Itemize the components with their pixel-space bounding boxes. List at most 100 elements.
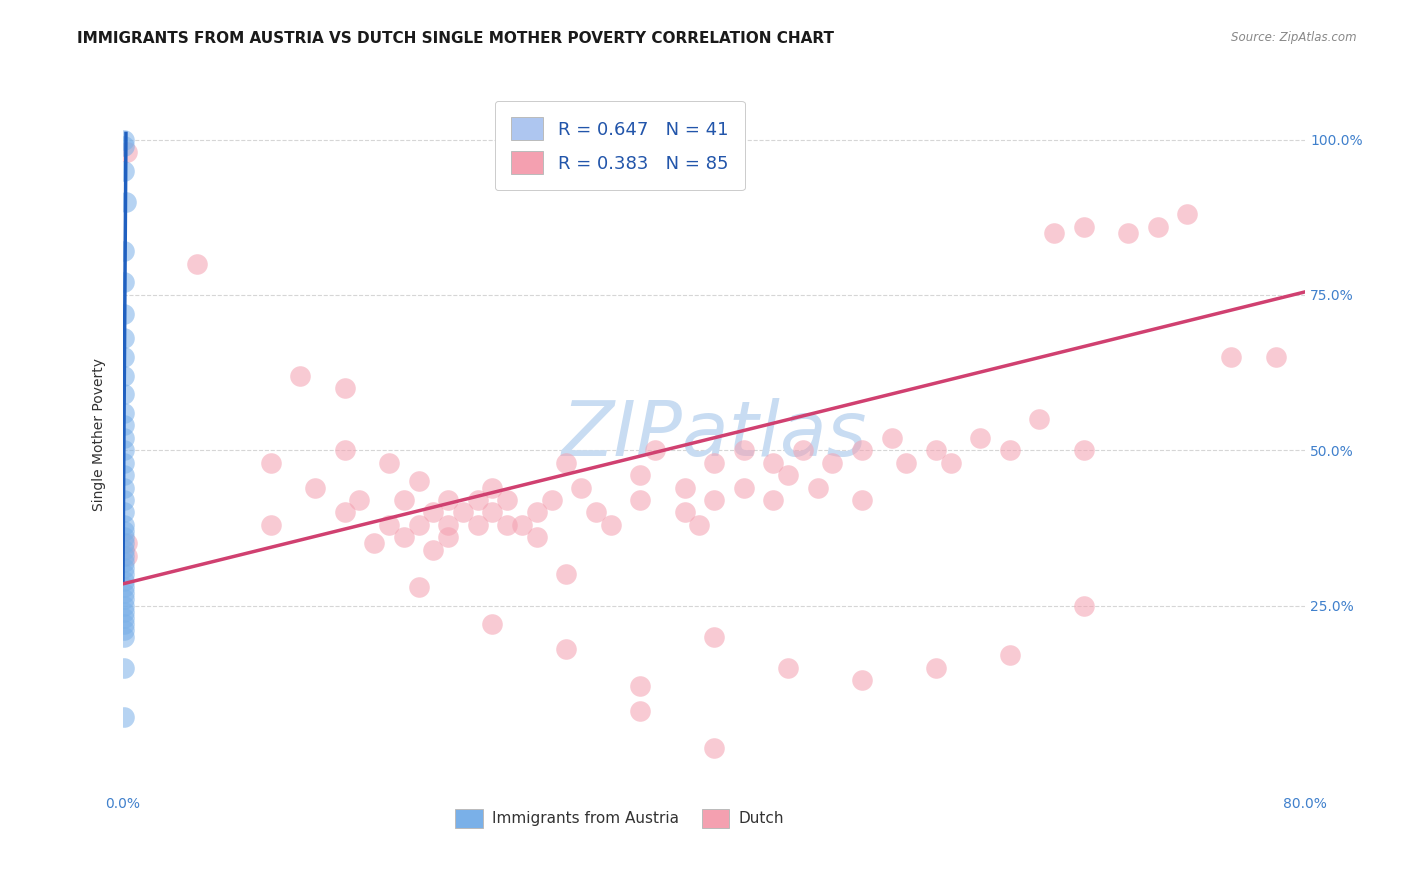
Point <box>481 481 503 495</box>
Point <box>114 492 136 507</box>
Point <box>778 661 800 675</box>
Point <box>349 492 371 507</box>
Point <box>851 443 873 458</box>
Point <box>408 475 430 489</box>
Point <box>1116 226 1139 240</box>
Point <box>408 580 430 594</box>
Point <box>114 524 136 538</box>
Point <box>117 549 139 563</box>
Point <box>1220 350 1243 364</box>
Point <box>114 132 136 146</box>
Point <box>1073 219 1095 234</box>
Point <box>114 561 136 575</box>
Point <box>392 492 415 507</box>
Text: Source: ZipAtlas.com: Source: ZipAtlas.com <box>1232 31 1357 45</box>
Text: ZIPatlas: ZIPatlas <box>561 398 868 472</box>
Point <box>114 350 136 364</box>
Point <box>1043 226 1066 240</box>
Point <box>114 138 136 153</box>
Point <box>114 517 136 532</box>
Point <box>114 599 136 613</box>
Point <box>186 257 208 271</box>
Point <box>114 624 136 638</box>
Point <box>703 741 725 756</box>
Point <box>114 592 136 607</box>
Point <box>408 517 430 532</box>
Point <box>363 536 385 550</box>
Point <box>496 517 519 532</box>
Point <box>114 443 136 458</box>
Point <box>673 505 696 519</box>
Point <box>1264 350 1286 364</box>
Point <box>422 542 444 557</box>
Point <box>115 194 138 209</box>
Point <box>333 505 356 519</box>
Point <box>114 605 136 619</box>
Point <box>880 431 903 445</box>
Point <box>260 456 283 470</box>
Point <box>969 431 991 445</box>
Point <box>114 630 136 644</box>
Point <box>510 517 533 532</box>
Point <box>792 443 814 458</box>
Text: IMMIGRANTS FROM AUSTRIA VS DUTCH SINGLE MOTHER POVERTY CORRELATION CHART: IMMIGRANTS FROM AUSTRIA VS DUTCH SINGLE … <box>77 31 834 46</box>
Point <box>925 661 948 675</box>
Point <box>628 679 651 693</box>
Point <box>114 586 136 600</box>
Point <box>114 611 136 625</box>
Point <box>114 661 136 675</box>
Point <box>540 492 562 507</box>
Point <box>1146 219 1168 234</box>
Point <box>1175 207 1198 221</box>
Point <box>851 673 873 687</box>
Point <box>114 406 136 420</box>
Point <box>939 456 962 470</box>
Point <box>998 648 1021 663</box>
Point <box>114 505 136 519</box>
Point <box>628 468 651 483</box>
Point <box>333 381 356 395</box>
Point <box>333 443 356 458</box>
Point <box>778 468 800 483</box>
Point <box>114 617 136 632</box>
Point <box>114 387 136 401</box>
Point <box>569 481 592 495</box>
Point <box>114 542 136 557</box>
Point <box>762 492 785 507</box>
Point <box>114 549 136 563</box>
Point <box>1073 443 1095 458</box>
Point <box>114 710 136 724</box>
Point <box>526 530 548 544</box>
Point <box>114 468 136 483</box>
Point <box>437 517 460 532</box>
Point <box>437 492 460 507</box>
Point <box>114 456 136 470</box>
Point <box>114 418 136 433</box>
Point <box>673 481 696 495</box>
Point <box>114 431 136 445</box>
Point <box>703 630 725 644</box>
Point <box>599 517 621 532</box>
Point <box>114 331 136 345</box>
Point <box>733 481 755 495</box>
Point <box>114 368 136 383</box>
Point <box>290 368 312 383</box>
Point <box>851 492 873 507</box>
Point <box>114 530 136 544</box>
Point <box>481 505 503 519</box>
Point <box>644 443 666 458</box>
Point <box>762 456 785 470</box>
Point <box>467 517 489 532</box>
Point <box>114 244 136 259</box>
Point <box>422 505 444 519</box>
Point <box>733 443 755 458</box>
Point <box>703 492 725 507</box>
Point <box>1073 599 1095 613</box>
Point <box>688 517 710 532</box>
Point <box>114 555 136 569</box>
Point <box>807 481 830 495</box>
Point <box>392 530 415 544</box>
Point <box>925 443 948 458</box>
Point <box>114 307 136 321</box>
Point <box>821 456 844 470</box>
